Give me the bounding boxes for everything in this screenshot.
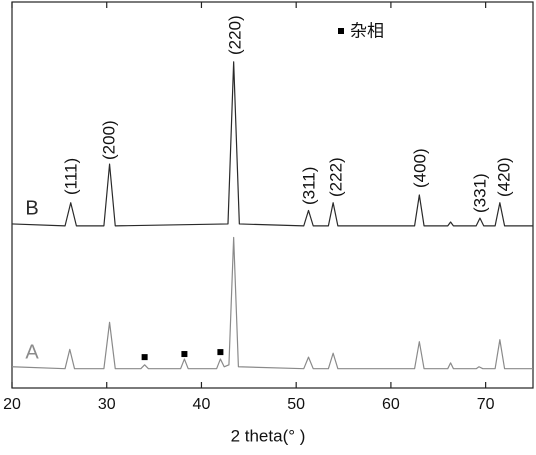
series-label: B [25, 197, 38, 219]
x-tick-label: 20 [3, 396, 21, 413]
series-label: A [25, 341, 39, 363]
x-tick-label: 50 [287, 396, 305, 413]
impurity-marker [217, 349, 224, 356]
peak-label: (222) [326, 157, 345, 197]
peak-label: (200) [99, 120, 118, 160]
x-tick-label: 40 [193, 396, 211, 413]
peak-label: (220) [225, 15, 244, 55]
peak-label: (111) [61, 158, 80, 195]
pattern-line [11, 236, 533, 370]
peak-label: (311) [299, 167, 318, 205]
x-tick-label: 60 [382, 396, 400, 413]
x-axis-label: 2 theta(° ) [231, 426, 306, 445]
impurity-marker [181, 351, 188, 358]
plot-frame [11, 1, 534, 389]
legend-marker [338, 28, 344, 34]
peak-label: (400) [410, 148, 429, 188]
x-tick-label: 30 [98, 396, 116, 413]
legend-label: 杂相 [350, 21, 384, 40]
pattern-line [11, 61, 533, 227]
peak-label: (420) [494, 157, 513, 197]
x-tick-label: 70 [477, 396, 495, 413]
peak-label: (331) [470, 173, 489, 213]
impurity-marker [141, 354, 148, 361]
